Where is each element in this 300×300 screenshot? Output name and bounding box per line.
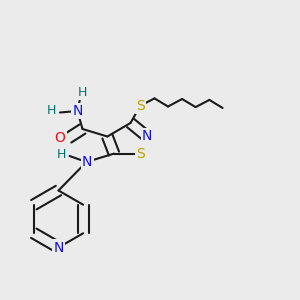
Text: N: N (142, 130, 152, 143)
Text: H: H (47, 104, 56, 118)
Text: H: H (57, 148, 66, 161)
Text: N: N (72, 104, 82, 118)
Text: S: S (136, 147, 145, 160)
Text: S: S (136, 99, 145, 112)
Text: H: H (78, 85, 87, 99)
Text: N: N (82, 155, 92, 169)
Text: O: O (55, 131, 65, 145)
Text: N: N (53, 241, 64, 254)
